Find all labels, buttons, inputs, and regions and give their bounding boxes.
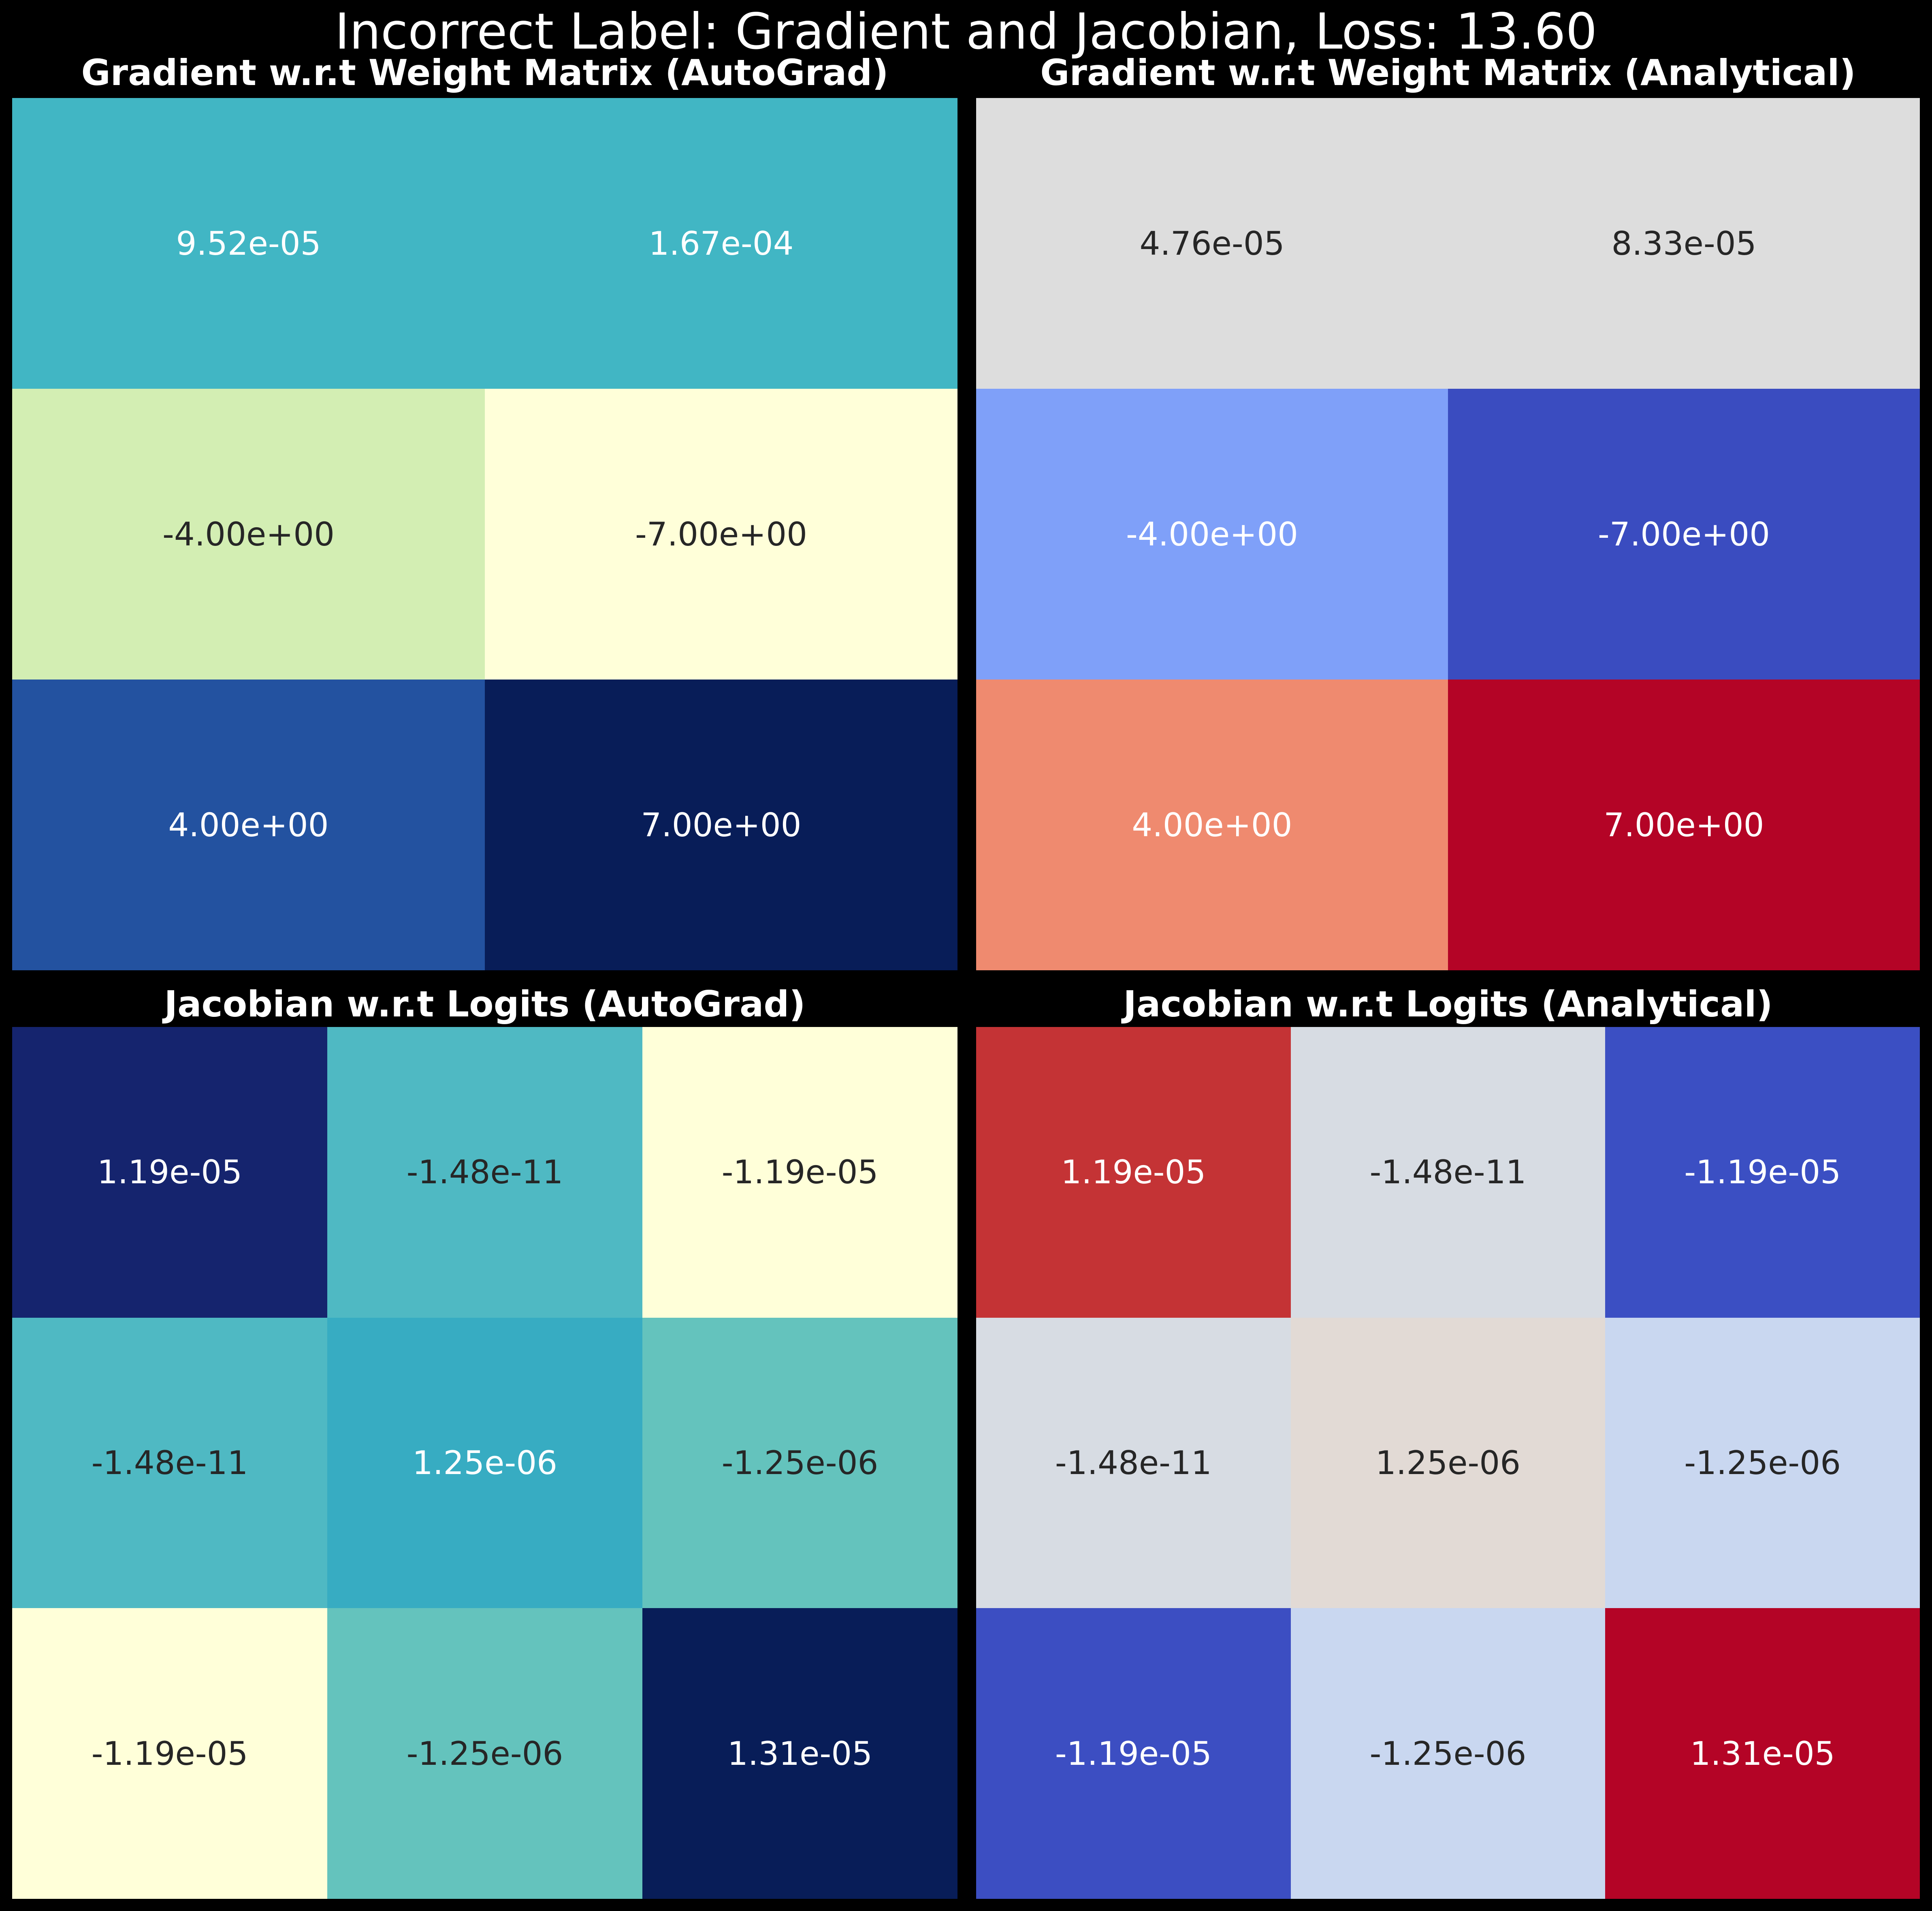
heatmap-cell-r2-c2: 1.31e-05 <box>1605 1608 1920 1899</box>
heatmap-cell-r0-c0: 1.19e-05 <box>976 1027 1291 1318</box>
heatmap-cell-r1-c0: -1.48e-11 <box>12 1317 327 1608</box>
heatmap-grid: 1.19e-05 -1.48e-11 -1.19e-05 -1.48e-11 1.25e… <box>976 1027 1920 1899</box>
heatmap-panel-weight-autograd: Gradient w.r.t Weight Matrix (AutoGrad) … <box>12 53 957 970</box>
heatmap-cell-r2-c2: 1.31e-05 <box>642 1608 957 1899</box>
heatmap-cell-r1-c1: 1.25e-06 <box>1290 1317 1606 1608</box>
heatmap-panel-jacobian-autograd: Jacobian w.r.t Logits (AutoGrad) 1.19e-0… <box>12 984 957 1899</box>
heatmap-cell-r1-c1: -7.00e+00 <box>485 389 957 680</box>
heatmap-cell-r0-c2: -1.19e-05 <box>1605 1027 1920 1318</box>
heatmap-cell-r1-c0: -1.48e-11 <box>976 1317 1291 1608</box>
heatmap-cell-r1-c1: -7.00e+00 <box>1448 389 1920 680</box>
heatmap-cell-r0-c0: 1.19e-05 <box>12 1027 327 1318</box>
heatmap-panel-jacobian-analytical: Jacobian w.r.t Logits (Analytical) 1.19e… <box>976 984 1920 1899</box>
heatmap-cell-r2-c1: -1.25e-06 <box>327 1608 642 1899</box>
panel-title: Gradient w.r.t Weight Matrix (AutoGrad) <box>81 52 889 94</box>
heatmap-cell-r0-c0: 9.52e-05 <box>12 98 485 389</box>
heatmap-cell-r0-c1: 1.67e-04 <box>485 98 957 389</box>
panel-title: Jacobian w.r.t Logits (AutoGrad) <box>164 983 806 1025</box>
panel-title: Jacobian w.r.t Logits (Analytical) <box>1123 983 1773 1025</box>
heatmap-grid: 4.76e-05 8.33e-05 -4.00e+00 -7.00e+00 4.00e+… <box>976 98 1920 970</box>
heatmap-cell-r0-c1: 8.33e-05 <box>1448 98 1920 389</box>
heatmap-cell-r1-c1: 1.25e-06 <box>327 1317 642 1608</box>
heatmap-cell-r2-c1: 7.00e+00 <box>1448 680 1920 970</box>
heatmap-cell-r1-c2: -1.25e-06 <box>642 1317 957 1608</box>
heatmap-grid: 9.52e-05 1.67e-04 -4.00e+00 -7.00e+00 4.00e+… <box>12 98 957 970</box>
heatmap-cell-r1-c0: -4.00e+00 <box>12 389 485 680</box>
heatmap-cell-r2-c0: 4.00e+00 <box>12 680 485 970</box>
heatmap-cell-r0-c2: -1.19e-05 <box>642 1027 957 1318</box>
heatmap-cell-r0-c0: 4.76e-05 <box>976 98 1448 389</box>
heatmap-grid: 1.19e-05 -1.48e-11 -1.19e-05 -1.48e-11 1.25e… <box>12 1027 957 1899</box>
panel-title: Gradient w.r.t Weight Matrix (Analytical… <box>1040 52 1856 94</box>
heatmap-cell-r0-c1: -1.48e-11 <box>327 1027 642 1318</box>
heatmap-cell-r2-c1: 7.00e+00 <box>485 680 957 970</box>
heatmap-cell-r2-c0: -1.19e-05 <box>12 1608 327 1899</box>
heatmap-panel-weight-analytical: Gradient w.r.t Weight Matrix (Analytical… <box>976 53 1920 970</box>
heatmap-cell-r0-c1: -1.48e-11 <box>1290 1027 1606 1318</box>
figure-title: Incorrect Label: Gradient and Jacobian, … <box>335 3 1597 60</box>
heatmap-cell-r2-c0: 4.00e+00 <box>976 680 1448 970</box>
heatmap-cell-r2-c1: -1.25e-06 <box>1290 1608 1606 1899</box>
heatmap-cell-r1-c2: -1.25e-06 <box>1605 1317 1920 1608</box>
heatmap-cell-r2-c0: -1.19e-05 <box>976 1608 1291 1899</box>
heatmap-cell-r1-c0: -4.00e+00 <box>976 389 1448 680</box>
